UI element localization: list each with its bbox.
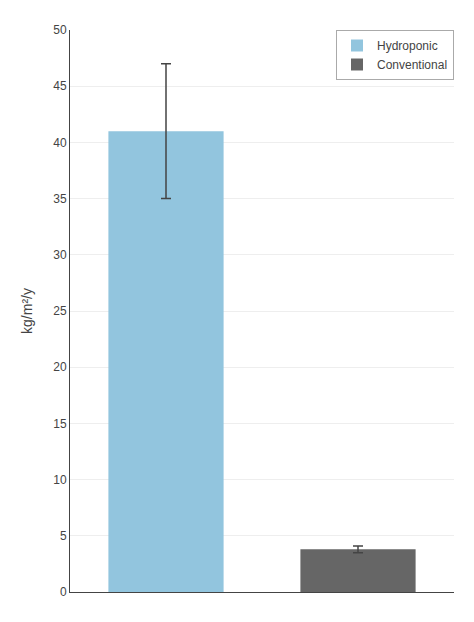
svg-text:Hydroponic: Hydroponic (377, 39, 438, 53)
svg-text:15: 15 (53, 417, 67, 431)
svg-text:35: 35 (53, 192, 67, 206)
svg-text:40: 40 (53, 136, 67, 150)
svg-text:0: 0 (60, 585, 67, 599)
svg-text:20: 20 (53, 360, 67, 374)
svg-text:5: 5 (60, 529, 67, 543)
svg-text:50: 50 (53, 23, 67, 37)
svg-text:30: 30 (53, 248, 67, 262)
svg-text:Conventional: Conventional (377, 58, 447, 72)
svg-text:10: 10 (53, 473, 67, 487)
svg-text:45: 45 (53, 79, 67, 93)
svg-text:25: 25 (53, 304, 67, 318)
svg-text:kg/m²/y: kg/m²/y (19, 288, 35, 334)
